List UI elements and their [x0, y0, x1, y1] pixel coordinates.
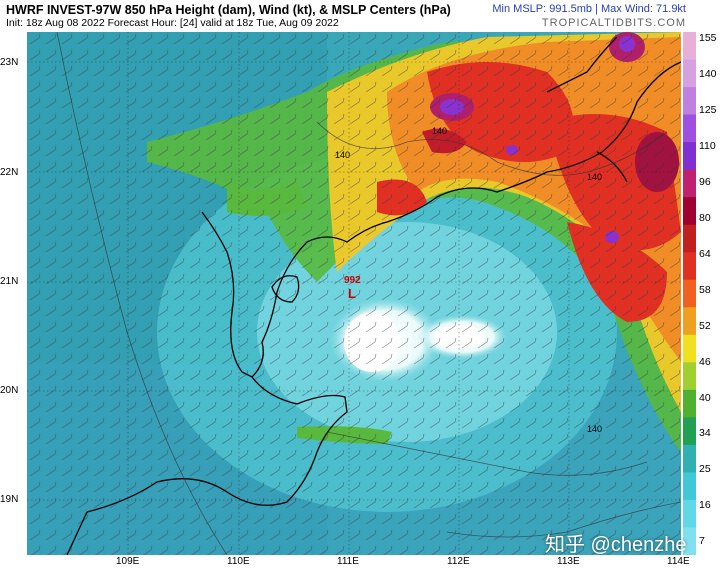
color-bar-label: 52 — [699, 319, 711, 332]
color-bar-swatch — [683, 307, 696, 336]
color-bar-label: 80 — [699, 211, 711, 224]
color-bar-swatch — [683, 444, 696, 473]
height-contours — [56, 32, 681, 555]
color-bar-swatch — [683, 362, 696, 391]
color-bar-swatch — [683, 279, 696, 308]
color-bar-label: 155 — [699, 32, 717, 44]
color-bar-swatch — [683, 59, 696, 88]
lat-label: 19N — [0, 494, 19, 505]
color-bar-label: 58 — [699, 283, 711, 296]
color-bar-label: 34 — [699, 427, 711, 440]
color-bar-swatch — [683, 224, 696, 253]
color-bar-label: 16 — [699, 499, 711, 512]
low-pressure-value: 992 — [344, 275, 361, 286]
contour-label: 140 — [432, 126, 448, 136]
color-bar-swatch — [683, 499, 696, 528]
color-bar-label: 140 — [699, 67, 717, 80]
color-bar-swatch — [683, 87, 696, 116]
lon-label: 112E — [447, 556, 470, 567]
lat-lon-grid — [27, 32, 681, 555]
map-title: HWRF INVEST-97W 850 hPa Height (dam), Wi… — [6, 3, 451, 17]
color-bar-swatch — [683, 114, 696, 143]
lat-label: 20N — [0, 385, 19, 396]
color-bar-swatch — [683, 334, 696, 363]
color-bar-swatch — [683, 417, 696, 446]
contour-label: 140 — [335, 150, 351, 160]
color-bar-swatch — [683, 472, 696, 501]
color-bar-label: 125 — [699, 103, 717, 116]
color-bar-label: 46 — [699, 355, 711, 368]
contour-label: 140 — [587, 424, 603, 434]
lon-label: 109E — [116, 556, 140, 567]
lon-label: 111E — [337, 556, 359, 567]
min-max-readout: Min MSLP: 991.5mb | Max Wind: 71.9kt — [492, 3, 686, 15]
color-bar-swatch — [683, 197, 696, 226]
coastline — [66, 36, 681, 555]
color-bar-label: 7 — [699, 535, 705, 548]
color-bar-label: 64 — [699, 247, 711, 260]
color-bar-swatch — [683, 252, 696, 281]
header: HWRF INVEST-97W 850 hPa Height (dam), Wi… — [0, 0, 720, 32]
contour-label: 140 — [587, 172, 603, 182]
lat-label: 23N — [0, 57, 19, 68]
map-area: 140 140 140 140 992 L — [27, 32, 681, 555]
color-bar-label: 40 — [699, 391, 711, 404]
color-bar-swatch — [683, 169, 696, 198]
map-subtitle: Init: 18z Aug 08 2022 Forecast Hour: [24… — [6, 17, 339, 29]
lon-label: 110E — [227, 556, 250, 567]
lon-label: 114E — [667, 556, 690, 567]
lat-label: 21N — [0, 276, 19, 287]
watermark: 知乎 @chenzhe — [545, 534, 687, 556]
low-pressure-symbol: L — [348, 286, 356, 301]
color-bar-label: 25 — [699, 463, 711, 476]
map-canvas — [27, 32, 681, 555]
color-bar-swatch — [683, 142, 696, 171]
wind-barbs — [27, 32, 681, 555]
color-bar-swatch — [683, 32, 696, 61]
color-bar-swatch — [683, 527, 696, 555]
color-bar-swatch — [683, 389, 696, 418]
color-bar-label: 96 — [699, 175, 711, 188]
lat-label: 22N — [0, 167, 19, 178]
color-bar — [683, 32, 696, 555]
color-bar-label: 110 — [699, 139, 716, 152]
brand-label: TROPICALTIDBITS.COM — [541, 17, 686, 29]
lon-label: 113E — [557, 556, 580, 567]
